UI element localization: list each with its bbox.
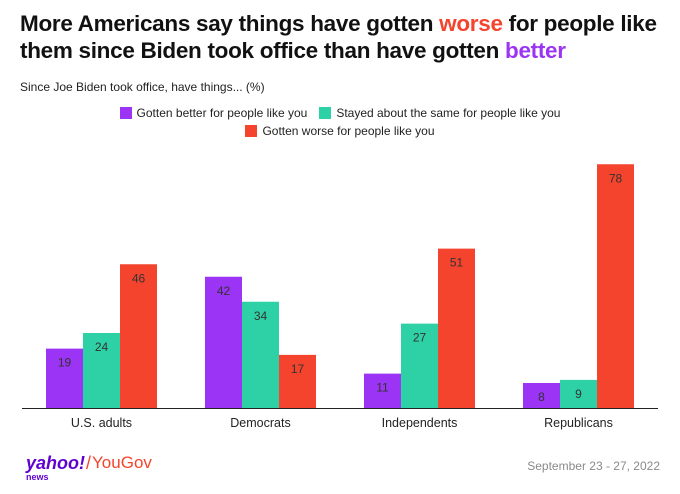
logo-yahoo-text: yahoo!	[26, 453, 86, 473]
title-highlight-better: better	[505, 38, 566, 63]
legend-item-worse: Gotten worse for people like you	[245, 124, 435, 138]
legend-row-1: Gotten better for people like you Stayed…	[0, 106, 680, 120]
title-part-2: for people like them since Biden took of…	[20, 11, 657, 63]
bar-better-democrats	[205, 276, 242, 408]
legend-swatch-better	[119, 107, 132, 119]
chart-subtitle: Since Joe Biden took office, have things…	[20, 80, 265, 94]
chart-title: More Americans say things have gotten wo…	[20, 10, 670, 64]
legend-label-better: Gotten better for people like you	[136, 106, 308, 120]
data-label-worse-0: 46	[132, 271, 146, 285]
legend-item-same: Stayed about the same for people like yo…	[319, 106, 560, 120]
data-label-same-1: 34	[254, 309, 268, 323]
logo-news-text: news	[26, 472, 49, 482]
bar-same-republicans	[560, 379, 597, 408]
bar-worse-democrats	[279, 354, 316, 408]
data-label-worse-2: 51	[450, 256, 464, 270]
data-label-same-3: 9	[575, 387, 582, 401]
yahoo-yougov-logo: yahoo! news / YouGov	[26, 453, 152, 483]
x-tick-label-0: U.S. adults	[71, 416, 132, 430]
bar-same-democrats	[242, 301, 279, 408]
legend-label-worse: Gotten worse for people like you	[262, 124, 435, 138]
data-label-same-0: 24	[95, 340, 109, 354]
bar-better-independents	[364, 373, 401, 408]
x-tick-label-3: Republicans	[544, 416, 613, 430]
legend-swatch-worse	[245, 125, 258, 137]
bar-better-u-s-adults	[46, 348, 83, 408]
bar-same-independents	[401, 323, 438, 408]
bar-worse-republicans	[597, 164, 634, 408]
fieldwork-date: September 23 - 27, 2022	[527, 459, 660, 473]
data-label-worse-3: 78	[609, 171, 623, 185]
yahoo-news-logo: yahoo! news	[26, 454, 85, 482]
legend-row-2: Gotten worse for people like you	[0, 124, 680, 138]
legend-swatch-same	[319, 107, 332, 119]
title-part-1: More Americans say things have gotten	[20, 11, 440, 36]
bar-better-republicans	[523, 383, 560, 408]
logo-yougov-text: YouGov	[92, 453, 152, 472]
data-label-better-1: 42	[217, 284, 231, 298]
legend-item-better: Gotten better for people like you	[119, 106, 308, 120]
legend-label-same: Stayed about the same for people like yo…	[336, 106, 561, 120]
x-tick-label-2: Independents	[382, 416, 458, 430]
data-label-same-2: 27	[413, 331, 427, 345]
data-label-worse-1: 17	[291, 362, 305, 376]
bar-same-u-s-adults	[83, 333, 120, 408]
x-tick-label-1: Democrats	[230, 416, 290, 430]
bar-worse-independents	[438, 248, 475, 408]
data-label-better-0: 19	[58, 356, 72, 370]
data-label-better-3: 8	[538, 390, 545, 404]
title-highlight-worse: worse	[439, 11, 503, 36]
data-label-better-2: 11	[376, 381, 389, 395]
logo-separator: /	[86, 453, 92, 473]
bar-worse-u-s-adults	[120, 264, 157, 408]
